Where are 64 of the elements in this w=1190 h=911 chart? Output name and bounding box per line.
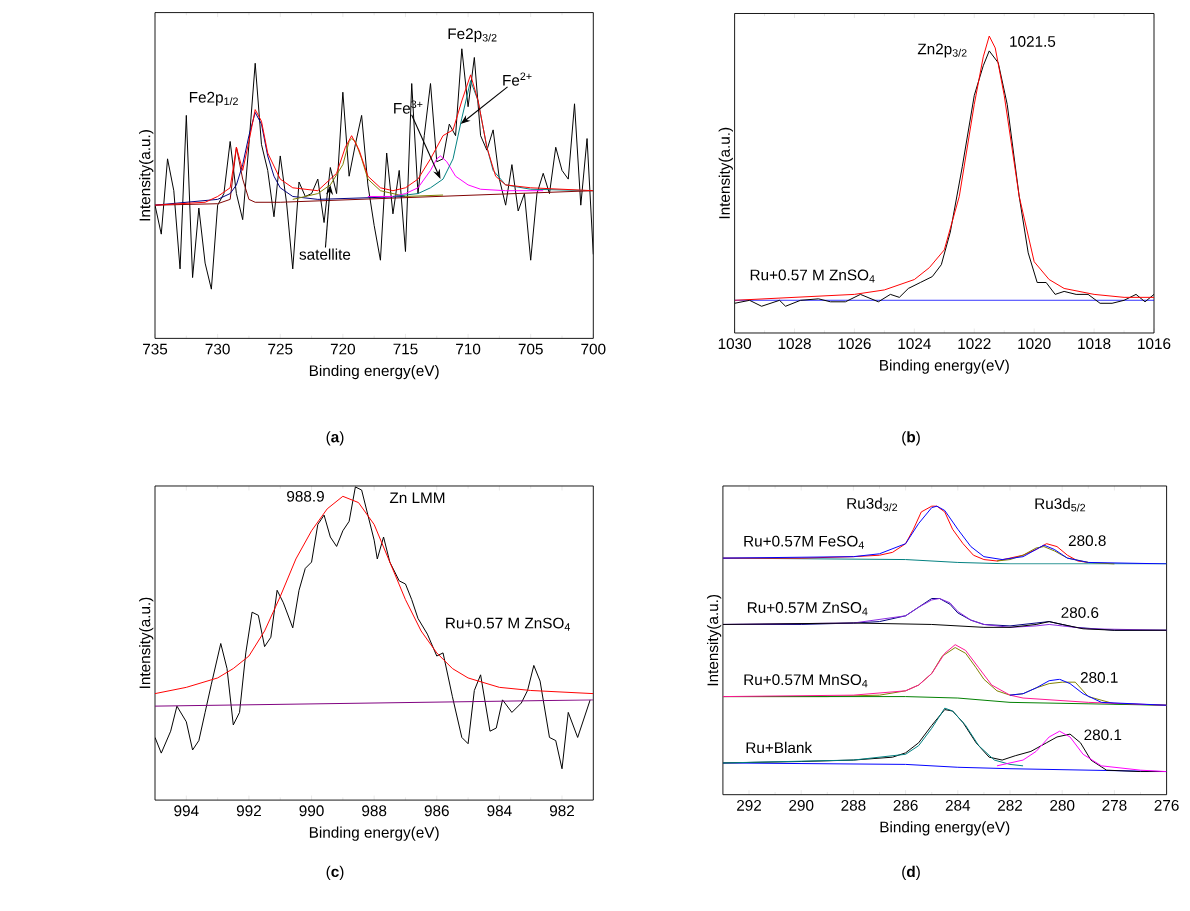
x-tick-label: 986: [424, 805, 449, 817]
x-tick-label: 1018: [1078, 338, 1111, 350]
annotation: Fe2p$_{3/2}$: [448, 28, 497, 43]
x-tick-label: 276: [1154, 800, 1179, 811]
text: (c): [326, 865, 344, 881]
annotation: 280.1: [1084, 729, 1122, 741]
annotation: satellite: [299, 248, 351, 260]
x-tick-label: 292: [737, 800, 761, 811]
text: (a): [326, 431, 344, 446]
annotation: Ru+0.57 M ZnSO$_{4}$: [446, 617, 571, 631]
annotation: 988.9: [287, 491, 324, 502]
annotation: Fe$^{2+}$: [503, 72, 532, 86]
annotation: Zn LMM: [389, 492, 445, 504]
x-tick-label: 1026: [838, 338, 871, 350]
x-tick-label: 984: [487, 805, 512, 817]
annotation: 280.1: [1080, 672, 1118, 684]
annotation: Ru+0.57M MnSO$_{4}$: [744, 674, 868, 688]
y-axis-title: Intensity(a.u.): [706, 595, 722, 686]
annotation: Zn2p$_{3/2}$: [917, 43, 967, 58]
x-tick-label: 288: [841, 800, 866, 811]
x-tick-label: 990: [299, 805, 324, 817]
y-axis-title: Intensity(a.u.): [139, 597, 154, 689]
text: (d): [902, 865, 920, 881]
annotation: 280.8: [1068, 535, 1106, 547]
annotation: Ru+0.57M ZnSO$_{4}$: [747, 602, 868, 616]
x-tick-label: 700: [581, 343, 606, 355]
annotation: Ru3d$_{5/2}$: [1035, 497, 1086, 512]
annotation: Ru+0.57 M ZnSO$_{4}$: [750, 269, 875, 283]
x-tick-label: 715: [393, 343, 418, 355]
x-tick-label: 290: [789, 800, 814, 811]
x-tick-label: 994: [174, 805, 199, 817]
text: (b): [902, 431, 920, 446]
annotation: 1021.5: [1010, 36, 1056, 47]
annotation: Ru+Blank: [746, 741, 813, 754]
x-tick-label: 710: [456, 343, 481, 355]
x-tick-label: 1030: [718, 338, 752, 350]
x-tick-label: 1028: [778, 338, 811, 350]
x-tick-label: 1024: [898, 338, 931, 350]
x-axis-title: Binding energy(eV): [309, 364, 439, 380]
x-tick-label: 705: [518, 343, 543, 355]
y-axis-title: Intensity(a.u.): [139, 130, 154, 221]
x-tick-label: 720: [330, 343, 356, 355]
annotation: Ru3d$_{3/2}$: [847, 497, 898, 512]
x-tick-label: 982: [549, 805, 574, 817]
x-tick-label: 1020: [1018, 338, 1051, 350]
y-axis-title: Intensity(a.u.): [718, 127, 733, 219]
x-tick-label: 278: [1102, 800, 1127, 811]
x-tick-label: 1016: [1138, 338, 1171, 350]
x-tick-label: 735: [143, 343, 168, 355]
x-axis-title: Binding energy(eV): [880, 359, 1009, 374]
x-tick-label: 280: [1050, 800, 1075, 811]
x-axis-title: Binding energy(eV): [309, 826, 439, 841]
x-tick-label: 1022: [958, 338, 991, 350]
annotation: Ru+0.57M FeSO$_{4}$: [744, 535, 864, 549]
annotation: 280.6: [1061, 607, 1099, 619]
x-tick-label: 284: [945, 800, 971, 811]
x-tick-label: 286: [893, 800, 918, 811]
x-tick-label: 282: [998, 800, 1022, 811]
x-tick-label: 992: [236, 805, 261, 817]
annotation: Fe2p$_{1/2}$: [189, 91, 238, 106]
x-tick-label: 988: [362, 805, 387, 817]
x-tick-label: 730: [205, 343, 230, 355]
x-tick-label: 725: [268, 343, 293, 355]
x-axis-title: Binding energy(eV): [880, 821, 1010, 836]
